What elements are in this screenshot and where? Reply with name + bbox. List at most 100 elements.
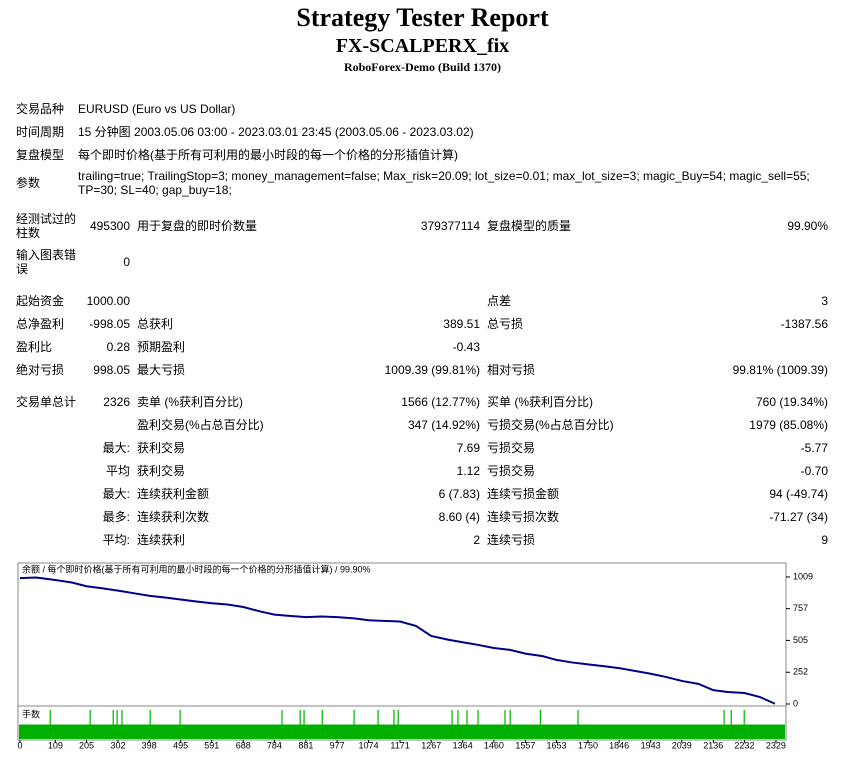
x-tick-label: 1364 (453, 740, 473, 750)
report-row: 参数 trailing=true; TrailingStop=3; money_m… (16, 166, 828, 199)
field-value: trailing=true; TrailingStop=3; money_man… (78, 168, 810, 197)
field-label: 亏损交易 (487, 463, 536, 478)
x-tick-label: 495 (173, 740, 188, 750)
volume-bar (539, 710, 541, 739)
x-tick-label: 2039 (672, 740, 692, 750)
report-row: 时间周期 15 分钟图 2003.05.06 03:00 - 2023.03.01… (16, 120, 828, 143)
x-tick-label: 109 (48, 740, 63, 750)
field-label (16, 505, 78, 528)
spacer (16, 381, 828, 390)
balance-chart: 余额 / 每个即时价格(基于所有可利用的最小时段的每一个价格的分形插值计算) /… (17, 562, 813, 750)
field-value: 347 (14.92%) (407, 417, 480, 432)
field-value: 0 (123, 255, 130, 269)
spacer-cell (16, 381, 828, 390)
y-tick-label: 0 (793, 698, 798, 708)
x-tick-label: 1460 (484, 740, 504, 750)
field-value: 3 (821, 293, 829, 308)
spacer (16, 199, 828, 208)
volume-bar (281, 710, 283, 739)
field-label: 买单 (%获利百分比) (487, 394, 593, 409)
volume-bar (466, 710, 468, 739)
field-label: 绝对亏损 (16, 362, 65, 377)
volume-bar (577, 710, 579, 739)
report-subtitle: FX-SCALPERX_fix (335, 35, 510, 57)
field-label: 起始资金 (16, 293, 65, 308)
field-value: 每个即时价格(基于所有可利用的最小时段的每一个价格的分形插值计算) (78, 147, 458, 162)
field-label: 总亏损 (487, 316, 524, 331)
field-value: EURUSD (Euro vs US Dollar) (78, 101, 236, 116)
field-value: 1009.39 (99.81%) (384, 362, 480, 377)
field-value: 最多: (102, 509, 130, 524)
x-tick-label: 1943 (641, 740, 661, 750)
volume-bar (730, 710, 732, 739)
field-value: 2326 (103, 394, 130, 409)
field-label: 交易单总计 (16, 394, 77, 409)
field-label (16, 459, 78, 482)
field-label (16, 436, 78, 459)
volume-bar (377, 710, 379, 739)
field-label: 输入图表错误 (16, 248, 77, 276)
field-label (16, 482, 78, 505)
y-tick-label: 505 (793, 635, 808, 645)
y-tick-label: 757 (793, 603, 808, 613)
x-tick-label: 591 (204, 740, 219, 750)
plot-frame (17, 562, 787, 707)
field-label: 时间周期 (16, 124, 65, 139)
field-label: 预期盈利 (137, 339, 186, 354)
volume-bar (397, 710, 399, 739)
report-row: 交易品种 EURUSD (Euro vs US Dollar) (16, 97, 828, 120)
chart-caption: 余额 / 每个即时价格(基于所有可利用的最小时段的每一个价格的分形插值计算) /… (22, 563, 371, 574)
x-tick-label: 205 (79, 740, 94, 750)
field-label (16, 528, 78, 551)
field-value: 99.90% (787, 219, 829, 233)
report-row: 交易单总计 2326 卖单 (%获利百分比) 1566 (12.77%) 买单 (%获利… (16, 390, 828, 413)
field-label: 盈利比 (16, 339, 53, 354)
x-tick-label: 1750 (578, 740, 598, 750)
report-row: 平均: 连续获利 2 连续亏损 9 (16, 528, 828, 551)
x-tick-label: 977 (330, 740, 345, 750)
field-value (680, 244, 828, 280)
field-value: 2 (473, 532, 480, 547)
x-tick-label: 2232 (734, 740, 754, 750)
x-tick-label: 302 (110, 740, 125, 750)
field-label: 相对亏损 (487, 362, 536, 377)
report-row: 最大: 连续获利金额 6 (7.83) 连续亏损金额 94 (-49.74) (16, 482, 828, 505)
volume-bar (116, 710, 118, 739)
volume-bar (303, 710, 305, 739)
field-value: 94 (-49.74) (769, 486, 829, 501)
volume-bar (321, 710, 323, 739)
volume-bar (477, 710, 479, 739)
field-label (16, 413, 78, 436)
field-label: 复盘模型 (16, 147, 65, 162)
field-label: 卖单 (%获利百分比) (137, 394, 243, 409)
y-tick-label: 1009 (793, 571, 813, 581)
field-value: 1.12 (456, 463, 480, 478)
field-value: 9 (821, 532, 829, 547)
field-label (480, 335, 680, 358)
field-label: 总获利 (137, 316, 174, 331)
volume-bar (504, 710, 506, 739)
volume-bar (509, 710, 511, 739)
field-label: 交易品种 (16, 101, 65, 116)
field-label: 亏损交易 (487, 440, 536, 455)
field-value: 389.51 (443, 316, 480, 331)
field-value: -0.70 (800, 463, 829, 478)
field-label (130, 244, 330, 280)
report-row: 经测试过的柱数 495300 用于复盘的即时价数量 379377114 复盘模型的质量 9… (16, 208, 828, 244)
x-tick-label: 881 (298, 740, 313, 750)
field-label (130, 289, 330, 312)
spacer (16, 280, 828, 289)
field-value: -1387.56 (780, 316, 829, 331)
spacer-cell (16, 280, 828, 289)
field-label: 连续获利次数 (137, 509, 210, 524)
volume-bar (393, 710, 395, 739)
report-row: 绝对亏损 998.05 最大亏损 1009.39 (99.81%) 相对亏损 99.81%… (16, 358, 828, 381)
field-label: 复盘模型的质量 (487, 219, 572, 233)
field-label (480, 244, 680, 280)
volume-bar (89, 710, 91, 739)
field-label: 点差 (487, 293, 512, 308)
field-value (78, 413, 130, 436)
x-tick-label: 1557 (515, 740, 535, 750)
field-value: 0.28 (106, 339, 130, 354)
field-value: 平均: (102, 532, 130, 547)
